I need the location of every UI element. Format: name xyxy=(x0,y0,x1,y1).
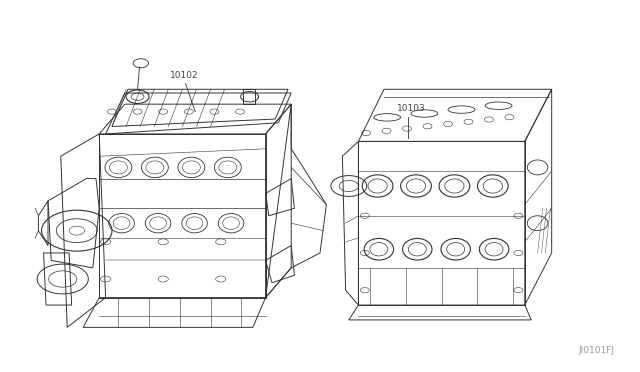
Text: 10103: 10103 xyxy=(397,105,426,113)
Text: 10102: 10102 xyxy=(170,71,198,80)
Text: JI0101FJ: JI0101FJ xyxy=(579,346,614,355)
